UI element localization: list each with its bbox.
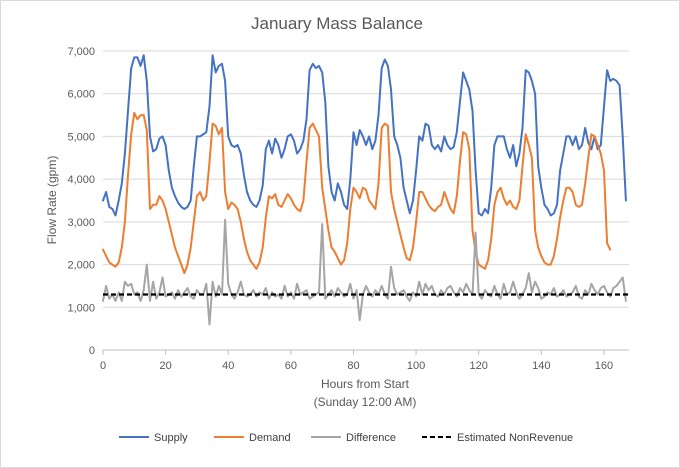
legend: Supply Demand Difference Estimated NonReven… — [119, 432, 573, 444]
x-axis-ticks: 0 20 40 60 80 100 120 140 160 — [100, 350, 613, 372]
x-tick-label: 0 — [100, 360, 106, 372]
y-axis-ticks: 0 1,000 2,000 3,000 4,000 5,000 6,000 7,000 — [67, 46, 95, 357]
x-axis-subtitle: (Sunday 12:00 AM) — [314, 395, 417, 409]
y-tick-label: 2,000 — [67, 260, 95, 272]
grid-lines — [103, 50, 629, 308]
y-tick-label: 0 — [89, 345, 95, 357]
y-tick-label: 6,000 — [67, 89, 95, 101]
x-tick-label: 20 — [159, 360, 171, 372]
y-tick-label: 3,000 — [67, 217, 95, 229]
y-tick-label: 7,000 — [67, 46, 95, 58]
x-tick-label: 40 — [222, 360, 234, 372]
y-tick-label: 1,000 — [67, 302, 95, 314]
y-tick-label: 5,000 — [67, 131, 95, 143]
legend-label-estimated-nonrevenue: Estimated NonRevenue — [457, 432, 573, 444]
x-tick-label: 140 — [532, 360, 550, 372]
series-line-demand — [102, 111, 612, 275]
series-line-difference — [102, 218, 627, 326]
x-tick-label: 100 — [407, 360, 425, 372]
x-tick-label: 80 — [347, 360, 359, 372]
y-tick-label: 4,000 — [67, 174, 95, 186]
x-tick-label: 120 — [470, 360, 488, 372]
y-axis-title: Flow Rate (gpm) — [45, 156, 59, 245]
series-group — [102, 54, 629, 326]
series-line-supply — [102, 54, 627, 217]
x-axis-title: Hours from Start — [321, 377, 410, 391]
legend-label-demand: Demand — [249, 432, 291, 444]
chart-title: January Mass Balance — [251, 14, 423, 33]
legend-label-supply: Supply — [154, 432, 188, 444]
x-tick-label: 160 — [595, 360, 613, 372]
x-tick-label: 60 — [285, 360, 297, 372]
legend-label-difference: Difference — [346, 432, 396, 444]
